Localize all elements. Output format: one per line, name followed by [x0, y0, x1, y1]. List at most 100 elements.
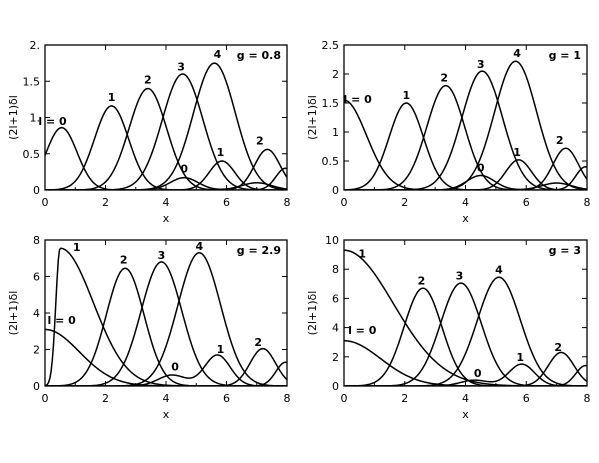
series-curve-3	[45, 73, 287, 190]
curve-label: 1	[217, 343, 225, 356]
plot-frame	[343, 239, 588, 387]
y-tick-label: 6	[33, 271, 40, 284]
series-curve-5	[344, 174, 587, 190]
x-tick-label: 8	[584, 196, 591, 209]
y-tick-label: 2	[332, 68, 339, 81]
curve-label: l = 0	[348, 324, 377, 337]
y-tick-label: 0	[33, 380, 40, 393]
series-curve-3	[45, 261, 287, 386]
x-tick-label: 0	[341, 392, 348, 405]
y-tick-label: 0.5	[322, 155, 340, 168]
series-curve-5	[45, 354, 287, 386]
y-axis-label: (2l+1)δl	[306, 95, 319, 140]
y-tick-label: 1.5	[23, 75, 41, 88]
y-tick-label: 2	[332, 351, 339, 364]
y-axis-label: (2l+1)δl	[306, 291, 319, 336]
panel-1: 0 2 4 6 8 0 0.5 1. 1.5 2. x (2l+1)δl g = 0.8 l = 0 1 2 3…	[7, 39, 291, 225]
curve-label: 4	[513, 47, 521, 60]
curve-label: 1	[108, 91, 116, 104]
y-tick-label: 0.5	[23, 148, 41, 161]
x-tick-label: 6	[523, 392, 530, 405]
x-tick-label: 2	[102, 196, 109, 209]
x-tick-label: 6	[223, 392, 230, 405]
curve-label: 1	[358, 248, 366, 261]
x-axis-label: x	[462, 408, 469, 421]
y-tick-label: 0	[33, 184, 40, 197]
series-curve-1	[344, 102, 587, 190]
coupling-annotation: g = 2.9	[237, 244, 281, 257]
curve-label: 4	[214, 48, 222, 61]
curve-label: 2	[556, 134, 564, 147]
y-tick-label: 1.5	[322, 97, 340, 110]
coupling-annotation: g = 3	[549, 244, 581, 257]
curve-label: 2	[144, 73, 152, 86]
curve-label: 3	[456, 269, 464, 282]
y-tick-label: 2.5	[322, 39, 340, 52]
x-axis-label: x	[163, 408, 170, 421]
curve-label: 0	[474, 367, 482, 380]
series-curve-1	[45, 247, 287, 386]
curve-label: 1	[402, 89, 410, 102]
x-tick-label: 8	[584, 392, 591, 405]
curve-label: 2	[254, 336, 262, 349]
x-tick-label: 6	[523, 196, 530, 209]
curve-label: 1	[516, 351, 524, 364]
curve-label: 2	[554, 341, 562, 354]
x-tick-label: 4	[163, 196, 170, 209]
series-curve-1	[344, 249, 587, 386]
x-axis-label: x	[462, 212, 469, 225]
y-tick-label: 2.	[30, 39, 41, 52]
curve-label: 2	[120, 254, 128, 267]
x-tick-label: 4	[163, 392, 170, 405]
curve-label: 2	[418, 275, 426, 288]
panel-3: 0 2 4 6 8 0 2 4 6 8 x (2l+1)δl g = 2.9 1 l = 0 2 3 4 0 1 2	[7, 234, 291, 421]
curve-label: 0	[180, 163, 188, 176]
x-tick-label: 2	[401, 196, 408, 209]
series-curve-2	[45, 87, 287, 190]
x-tick-label: 4	[462, 392, 469, 405]
series-curve-3	[344, 282, 587, 386]
curve-label: 2	[256, 134, 264, 147]
curve-label: l = 0	[344, 93, 373, 106]
curve-label: 1	[73, 241, 81, 254]
curves	[45, 62, 287, 190]
x-tick-label: 4	[462, 196, 469, 209]
y-tick-label: 8	[332, 263, 339, 276]
series-curve-4	[45, 62, 287, 190]
plot-frame	[44, 44, 288, 191]
panel-2: 0 2 4 6 8 0 0.5 1 1.5 2 2.5 x (2l+1)δl g = 1 l = 0 1 2 3 4…	[306, 39, 591, 225]
y-tick-label: 4	[33, 307, 40, 320]
y-axis-label: (2l+1)δl	[7, 291, 20, 336]
y-tick-label: 0	[332, 184, 339, 197]
x-tick-label: 6	[223, 196, 230, 209]
x-tick-label: 2	[401, 392, 408, 405]
series-curve-0	[45, 126, 287, 190]
coupling-annotation: g = 1	[549, 49, 581, 62]
curves	[344, 249, 587, 386]
curve-label: 4	[195, 240, 203, 253]
curve-label: 1	[513, 146, 521, 159]
y-axis-label: (2l+1)δl	[7, 95, 20, 140]
curve-label: 4	[495, 264, 503, 277]
series-curve-2	[344, 84, 587, 190]
y-tick-label: 1.	[30, 112, 41, 125]
y-tick-label: 0	[332, 380, 339, 393]
curve-label: 3	[177, 60, 185, 73]
x-tick-label: 0	[42, 392, 49, 405]
curve-label: 3	[477, 58, 485, 71]
curve-label: 2	[440, 72, 448, 85]
y-tick-label: 2	[33, 344, 40, 357]
x-tick-label: 0	[341, 196, 348, 209]
curve-label: l = 0	[38, 115, 67, 128]
x-tick-label: 0	[42, 196, 49, 209]
series-curve-1	[45, 105, 287, 190]
x-tick-label: 2	[102, 392, 109, 405]
curves	[45, 247, 287, 386]
curve-label: l = 0	[47, 314, 76, 327]
curve-label: 1	[217, 146, 225, 159]
series-curve-5	[45, 176, 287, 190]
y-tick-label: 6	[332, 292, 339, 305]
plot-frame	[44, 239, 288, 387]
